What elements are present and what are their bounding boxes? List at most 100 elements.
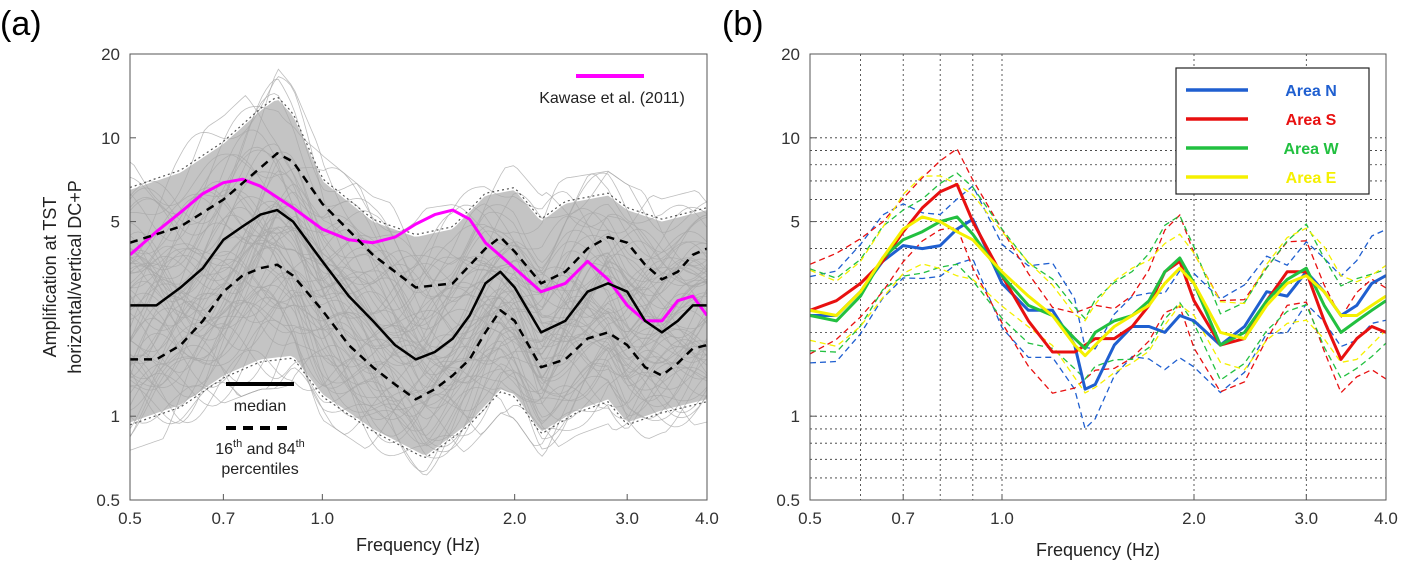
- panel-a-x-tick-label: 0.5: [118, 509, 142, 528]
- series-16th-percentile: [130, 263, 707, 401]
- panel-a-x-tick-label: 4.0: [695, 509, 719, 528]
- series-area-e: [810, 215, 1386, 358]
- background-trace: [130, 250, 707, 350]
- panel-b-y-tick-label: 5: [791, 213, 800, 232]
- panel-b-x-tick-label: 4.0: [1374, 509, 1398, 528]
- background-trace: [130, 93, 707, 299]
- kawase-legend-label: Kawase et al. (2011): [539, 90, 685, 107]
- background-trace: [130, 68, 707, 302]
- panel-a-y-tick-label: 1: [111, 407, 120, 426]
- panel-a-chart: (a) 0.5 0.7 1.0 2.0 3.0 4.0 0.5 1 5 10 20 Frequen…: [0, 5, 719, 555]
- panel-b-y-tick-label: 1: [791, 407, 800, 426]
- panel-a-label: (a): [0, 5, 42, 43]
- background-trace: [130, 190, 707, 359]
- background-trace: [130, 151, 707, 348]
- panel-b-frame: [809, 53, 1387, 501]
- series-area-w-lower-dashed: [810, 263, 1386, 382]
- panel-b-x-tick-label: 0.5: [798, 509, 822, 528]
- legend-label-area-s: Area S: [1286, 112, 1337, 129]
- background-trace: [130, 226, 707, 385]
- panel-b-chart: (b) 0.5 0.7 1.0 2.0 3.0 4.0 0.5 1 5 10 20 Frequen…: [722, 5, 1398, 560]
- panel-a-x-tick-label: 0.7: [212, 509, 236, 528]
- background-trace: [130, 156, 707, 391]
- background-trace: [130, 231, 707, 367]
- panel-a-series: [130, 152, 707, 401]
- background-trace: [130, 272, 707, 453]
- background-trace: [130, 316, 707, 450]
- background-trace: [130, 323, 707, 420]
- series-kawase-et-al-2011-: [130, 177, 707, 323]
- background-trace: [130, 236, 707, 344]
- background-trace: [130, 258, 707, 366]
- panel-b-x-tick-label: 2.0: [1182, 509, 1206, 528]
- panel-b-legend-box: [1175, 67, 1370, 195]
- background-trace: [130, 280, 707, 425]
- panel-b-legend: Area N Area S Area W Area E: [1175, 67, 1370, 195]
- series-median: [130, 208, 707, 361]
- upper-envelope-dotted: [130, 97, 707, 235]
- background-trace: [130, 105, 707, 281]
- background-trace: [130, 76, 707, 285]
- background-trace-envelope: [130, 100, 707, 455]
- background-trace: [130, 345, 707, 457]
- series-area-e-lower-dashed: [810, 263, 1386, 394]
- background-trace: [130, 207, 707, 441]
- panel-b-x-axis-label: Frequency (Hz): [1036, 540, 1160, 560]
- background-trace: [130, 289, 707, 402]
- panel-a-x-tick-label: 2.0: [503, 509, 527, 528]
- series-area-w-upper-dashed: [810, 172, 1386, 320]
- panel-b-x-tick-label: 1.0: [990, 509, 1014, 528]
- median-legend-label: median: [234, 398, 286, 415]
- series-84th-percentile: [130, 152, 707, 289]
- background-trace: [130, 205, 707, 372]
- background-trace: [130, 190, 707, 375]
- panel-b-y-tick-label: 0.5: [776, 491, 800, 510]
- background-trace: [130, 143, 707, 308]
- panel-b-x-tick-label: 0.7: [891, 509, 915, 528]
- background-trace: [130, 265, 707, 459]
- background-trace: [130, 333, 707, 449]
- series-area-e-upper-dashed: [810, 175, 1386, 322]
- panel-b-x-ticks: 0.5 0.7 1.0 2.0 3.0 4.0: [798, 494, 1398, 528]
- panel-b-y-tick-label: 20: [781, 45, 800, 64]
- panel-a-y-tick-label: 10: [101, 129, 120, 148]
- panel-a-y-ticks: 0.5 1 5 10 20: [96, 45, 136, 510]
- legend-label-area-e: Area E: [1286, 170, 1337, 187]
- background-trace: [130, 266, 707, 473]
- percentile-legend-label-line2: percentiles: [221, 461, 298, 478]
- panel-b-y-ticks: 0.5 1 5 10 20: [776, 45, 816, 510]
- background-trace: [130, 206, 707, 373]
- panel-a-y-axis-label-line2: horizontal/vertical DC+P: [65, 180, 85, 374]
- background-trace: [130, 205, 707, 368]
- percentile-legend-label-line1: 16th and 84th: [215, 438, 305, 458]
- background-trace: [130, 196, 707, 417]
- background-trace: [130, 299, 707, 401]
- panel-a-y-tick-label: 0.5: [96, 491, 120, 510]
- background-trace: [130, 154, 707, 288]
- panel-a-background-traces: [130, 68, 707, 476]
- background-trace: [130, 269, 707, 457]
- background-trace: [130, 153, 707, 250]
- background-trace: [130, 95, 707, 311]
- background-trace: [130, 198, 707, 387]
- background-trace: [130, 246, 707, 447]
- lower-envelope-dotted: [130, 357, 707, 459]
- series-area-w: [810, 215, 1386, 350]
- panel-b-series: [810, 147, 1386, 430]
- panel-a-frame: [129, 53, 708, 501]
- panel-b-label: (b): [722, 5, 764, 43]
- panel-a-x-tick-label: 1.0: [311, 509, 335, 528]
- panel-a-x-axis-label: Frequency (Hz): [356, 535, 480, 555]
- background-trace: [130, 257, 707, 421]
- series-area-s-upper-dashed: [810, 147, 1386, 319]
- panel-a-x-tick-label: 3.0: [615, 509, 639, 528]
- legend-label-area-w: Area W: [1283, 141, 1339, 158]
- panel-a-y-tick-label: 20: [101, 45, 120, 64]
- panel-b-x-tick-label: 3.0: [1294, 509, 1318, 528]
- panel-b-y-tick-label: 10: [781, 129, 800, 148]
- legend-label-area-n: Area N: [1285, 83, 1337, 100]
- panel-a-x-ticks: 0.5 0.7 1.0 2.0 3.0 4.0: [118, 494, 719, 528]
- panel-a-y-axis-label-line1: Amplification at TST: [40, 197, 60, 358]
- panel-a-y-tick-label: 5: [111, 213, 120, 232]
